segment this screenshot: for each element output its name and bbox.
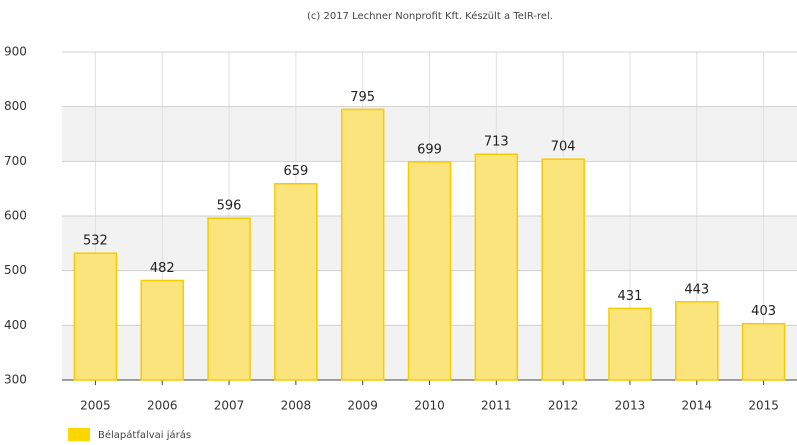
bar: [340, 108, 385, 381]
y-tick-label: 600: [4, 209, 27, 223]
data-label: 713: [484, 135, 509, 150]
x-tick-label: 2012: [548, 399, 579, 413]
data-label: 482: [150, 261, 175, 276]
y-tick-label: 800: [4, 99, 27, 113]
x-tick-label: 2006: [147, 399, 178, 413]
x-tick-label: 2014: [681, 399, 712, 413]
bar: [274, 182, 318, 381]
data-label: 659: [283, 164, 308, 179]
data-label: 403: [751, 304, 776, 319]
bar: [73, 252, 118, 381]
bar: [207, 217, 251, 381]
x-tick-label: 2007: [214, 399, 245, 413]
data-label: 704: [551, 140, 576, 155]
y-tick-label: 700: [4, 154, 27, 168]
data-label: 443: [684, 282, 709, 297]
data-label: 699: [417, 142, 442, 157]
legend-label: Bélapátfalvai járás: [98, 429, 191, 441]
bar: [541, 158, 585, 381]
data-label: 532: [83, 234, 108, 249]
bar: [140, 279, 184, 381]
y-tick-label: 400: [4, 318, 27, 332]
data-label: 431: [618, 289, 643, 304]
y-tick-label: 900: [4, 45, 27, 59]
data-label: 596: [217, 199, 242, 214]
bar: [675, 301, 719, 381]
x-tick-label: 2009: [347, 399, 378, 413]
x-tick-label: 2010: [414, 399, 445, 413]
y-tick-label: 300: [4, 373, 27, 387]
x-tick-label: 2011: [481, 399, 512, 413]
bar: [407, 161, 452, 381]
x-tick-label: 2005: [80, 399, 111, 413]
x-tick-label: 2008: [281, 399, 312, 413]
x-tick-label: 2015: [748, 399, 779, 413]
bar: [474, 153, 519, 381]
bar: [608, 307, 652, 381]
bar: [741, 322, 786, 381]
legend-swatch: [68, 428, 90, 441]
x-tick-label: 2013: [615, 399, 646, 413]
y-tick-label: 500: [4, 263, 27, 277]
chart-title: (c) 2017 Lechner Nonprofit Kft. Készült …: [307, 10, 553, 22]
data-label: 795: [350, 90, 375, 105]
